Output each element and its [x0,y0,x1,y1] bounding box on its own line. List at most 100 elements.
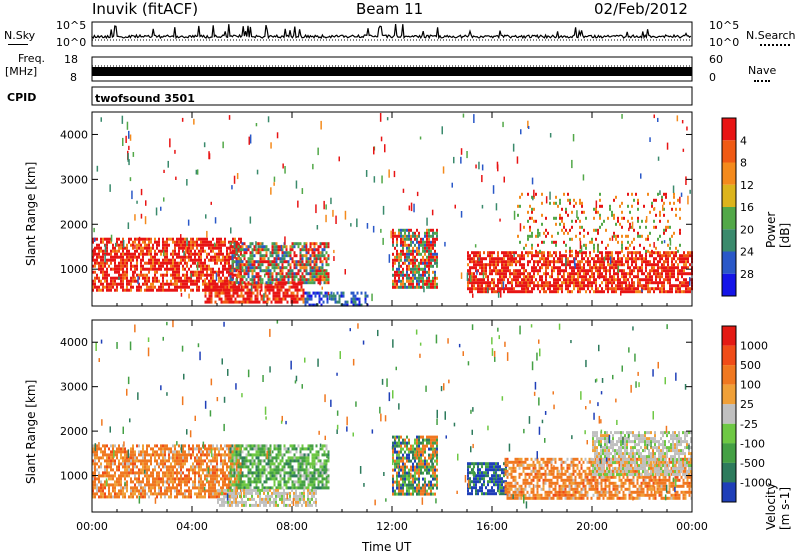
power-cell [241,263,244,267]
power-cell [192,282,194,286]
power-speckle [250,285,253,292]
velocity-cell [128,459,130,463]
power-cell [184,288,186,292]
velocity-cell [216,462,218,466]
power-colorbar-segment [722,229,736,252]
power-speckle [255,241,257,248]
power-cell [234,273,236,277]
power-cell [142,264,144,268]
power-cell [531,210,533,214]
velocity-cell [100,465,102,469]
power-cell [98,288,100,292]
power-cell [166,249,168,253]
power-cell [609,266,611,270]
power-cell [661,263,663,267]
power-cell [517,254,519,258]
power-speckle [204,278,206,285]
power-cell [424,270,426,274]
power-cell [106,249,108,253]
power-cell [398,252,400,256]
power-cell [126,258,128,262]
power-cell [124,273,126,277]
power-cell [231,254,234,258]
power-cell [128,252,130,256]
power-cell [303,266,306,270]
power-cell [635,263,637,267]
power-cell [631,284,633,288]
power-cell [428,228,430,232]
power-cell [254,294,257,298]
velocity-cell [104,474,106,478]
power-cell [134,279,136,283]
power-cell [473,257,475,261]
velocity-cell [218,450,220,454]
power-cell [529,204,531,208]
power-cell [515,263,517,267]
power-cell [647,275,649,279]
power-cell [176,255,178,259]
power-cell [245,260,248,264]
power-cell [285,260,288,264]
power-cell [505,260,507,264]
power-cell [627,240,629,244]
power-cell [106,276,108,280]
power-cell [138,243,140,247]
power-cell [267,269,270,273]
power-cell [428,252,430,256]
power-cell [653,266,655,270]
power-cell [267,278,270,282]
power-cell [206,240,208,244]
velocity-cell [136,456,138,460]
power-cell [235,248,238,252]
power-cell [469,260,471,264]
power-cell [206,270,208,274]
power-cell [271,248,274,252]
power-speckle [416,191,419,197]
velocity-cell [142,492,144,496]
velocity-cell [118,492,120,496]
power-cell [116,243,118,247]
power-cell [334,300,337,304]
power-speckle [144,216,147,225]
velocity-cell [206,453,208,457]
velocity-cell [160,489,162,493]
power-cell [649,210,651,214]
velocity-cell [178,489,180,493]
velocity-cell [176,456,178,460]
power-cell [607,254,609,258]
power-cell [162,246,164,250]
power-cell [418,234,420,238]
power-cell [255,248,258,252]
power-cell [220,282,223,286]
power-cell [350,297,353,301]
power-cell [194,249,196,253]
power-speckle [350,223,352,227]
power-cell [621,216,623,220]
power-cell [469,266,471,270]
power-cell [655,198,657,202]
velocity-cell [122,495,124,499]
power-cell [216,237,218,241]
power-cell [477,260,479,264]
power-cell [613,260,615,264]
power-cell [643,204,645,208]
power-cell [92,258,94,262]
velocity-cell [212,480,214,484]
power-cell [473,275,475,279]
power-cell [675,260,677,264]
velocity-cell [116,465,118,469]
power-cell [639,269,641,273]
power-cell [507,260,509,264]
power-cell [621,240,623,244]
power-cell [559,284,561,288]
power-cell [432,228,434,232]
power-cell [178,264,180,268]
power-cell [94,285,96,289]
velocity-cell [198,468,200,472]
power-cell [559,201,561,205]
velocity-cell [124,447,126,451]
power-cell [593,281,595,285]
power-cell [249,251,252,255]
power-cell [537,228,539,232]
power-cell [529,272,531,276]
